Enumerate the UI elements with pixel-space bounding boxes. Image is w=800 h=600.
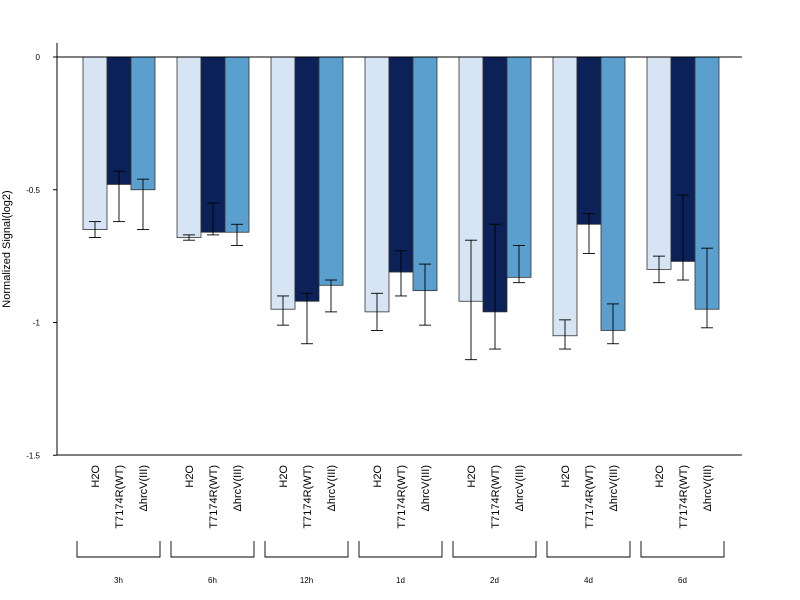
y-tick-label: -1.5 <box>26 451 40 460</box>
condition-label: T7174R(WT) <box>678 465 690 529</box>
condition-label: ΔhrcV(III) <box>514 465 526 511</box>
condition-label: T7174R(WT) <box>584 465 596 529</box>
y-tick-label: -0.5 <box>26 186 40 195</box>
group-label: 4d <box>584 576 593 585</box>
bar <box>412 56 438 292</box>
y-tick-label: 0 <box>36 53 41 62</box>
group-bracket <box>640 541 725 558</box>
condition-label: ΔhrcV(III) <box>326 465 338 511</box>
condition-label: ΔhrcV(III) <box>608 465 620 511</box>
condition-label: H2O <box>372 465 384 488</box>
condition-label: T7174R(WT) <box>490 465 502 529</box>
group-bracket <box>546 541 631 558</box>
group-label: 2d <box>490 576 499 585</box>
condition-label: T7174R(WT) <box>208 465 220 529</box>
bar <box>506 56 532 278</box>
condition-label: T7174R(WT) <box>302 465 314 529</box>
condition-label: H2O <box>466 465 478 488</box>
bar <box>82 56 108 230</box>
bar <box>130 56 156 191</box>
condition-label: T7174R(WT) <box>396 465 408 529</box>
condition-label: T7174R(WT) <box>114 465 126 529</box>
bar <box>294 56 320 302</box>
bar <box>552 56 578 337</box>
group-bracket <box>358 541 443 558</box>
bar <box>318 56 344 286</box>
bar <box>646 56 672 270</box>
group-label: 6d <box>678 576 687 585</box>
condition-label: ΔhrcV(III) <box>702 465 714 511</box>
condition-label: ΔhrcV(III) <box>138 465 150 511</box>
bar <box>388 56 414 273</box>
group-bracket <box>76 541 161 558</box>
group-bracket <box>452 541 537 558</box>
group-label: 6h <box>208 576 217 585</box>
condition-label: H2O <box>654 465 666 488</box>
plot-area: 0 -0.5 -1 -1.5 H2O T7174R(WT) ΔhrcV(III) 3h H2O T… <box>26 43 742 585</box>
bar <box>600 56 626 331</box>
condition-label: H2O <box>184 465 196 488</box>
condition-label: H2O <box>560 465 572 488</box>
y-tick-label: -1 <box>33 319 41 328</box>
y-axis-label: Normalized Signal(log2) <box>1 190 13 307</box>
condition-label: H2O <box>278 465 290 488</box>
bar <box>176 56 202 238</box>
condition-label: ΔhrcV(III) <box>420 465 432 511</box>
group-label: 1d <box>396 576 405 585</box>
bar <box>270 56 296 310</box>
group-label: 3h <box>114 576 123 585</box>
group-bracket <box>170 541 255 558</box>
bar <box>364 56 390 313</box>
bar <box>576 56 602 225</box>
group-label: 12h <box>300 576 313 585</box>
condition-label: H2O <box>90 465 102 488</box>
bar <box>106 56 132 185</box>
condition-label: ΔhrcV(III) <box>232 465 244 511</box>
bar <box>224 56 250 233</box>
group-bracket <box>264 541 349 558</box>
